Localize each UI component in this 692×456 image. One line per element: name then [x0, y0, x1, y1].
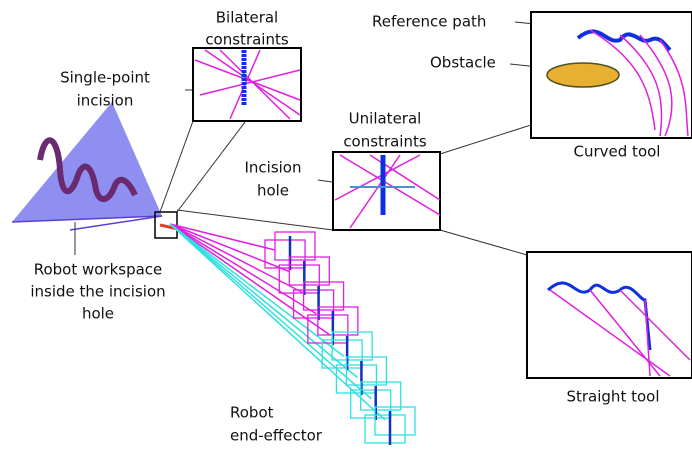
effector-part [292, 289, 335, 319]
label: Bilateral [216, 9, 278, 27]
label: incision [77, 92, 134, 110]
inset-unilateral [332, 151, 441, 231]
effector-part [364, 414, 406, 444]
effector-part [169, 223, 276, 251]
obstacle-shape [546, 62, 620, 88]
label: hole [257, 182, 289, 200]
reference-path [546, 281, 652, 351]
label: Single-point [60, 69, 150, 87]
effector-part [307, 314, 349, 344]
inset-lines [589, 29, 689, 137]
leader [439, 229, 528, 256]
effector-part [302, 281, 345, 311]
effector-part [169, 223, 331, 336]
effector-part [169, 223, 358, 379]
inset-bilateral [192, 47, 302, 122]
cone-edge [69, 215, 163, 231]
effector-part [169, 223, 386, 421]
effector-part [169, 223, 317, 315]
effector-part [169, 223, 345, 357]
workspace-cone [12, 102, 162, 222]
effector-part [345, 356, 388, 386]
effector-part [169, 223, 290, 272]
leader [176, 209, 334, 231]
leader [159, 120, 194, 213]
effector-part [288, 256, 330, 286]
effector-part [278, 264, 320, 294]
label: Curved tool [574, 143, 661, 161]
label: hole [82, 305, 114, 323]
workspace-path [37, 137, 138, 202]
effector-part [360, 381, 402, 411]
label: Straight tool [566, 388, 659, 406]
label: Incision [244, 159, 301, 177]
effector-part [274, 231, 316, 261]
leader [439, 124, 532, 155]
effector-part [350, 389, 392, 419]
label: Reference path [372, 13, 486, 31]
cone-edge [11, 215, 163, 223]
label: constraints [343, 133, 427, 151]
label: end-effector [230, 427, 323, 445]
effector-part [169, 223, 303, 294]
effector-part [331, 331, 373, 361]
effector-part [335, 364, 378, 394]
effector-part [374, 406, 416, 436]
inset-lines [549, 289, 691, 377]
effector-part [321, 339, 363, 369]
end-effector-group [169, 223, 416, 445]
label: Robot workspace [34, 261, 163, 279]
effector-part [169, 223, 372, 400]
label: Unilateral [349, 110, 422, 128]
effector-part [317, 306, 359, 336]
effector-part [264, 239, 306, 269]
label: constraints [205, 31, 289, 49]
label: Robot [230, 404, 274, 422]
label: Obstacle [430, 54, 496, 72]
label: inside the incision [30, 283, 165, 301]
